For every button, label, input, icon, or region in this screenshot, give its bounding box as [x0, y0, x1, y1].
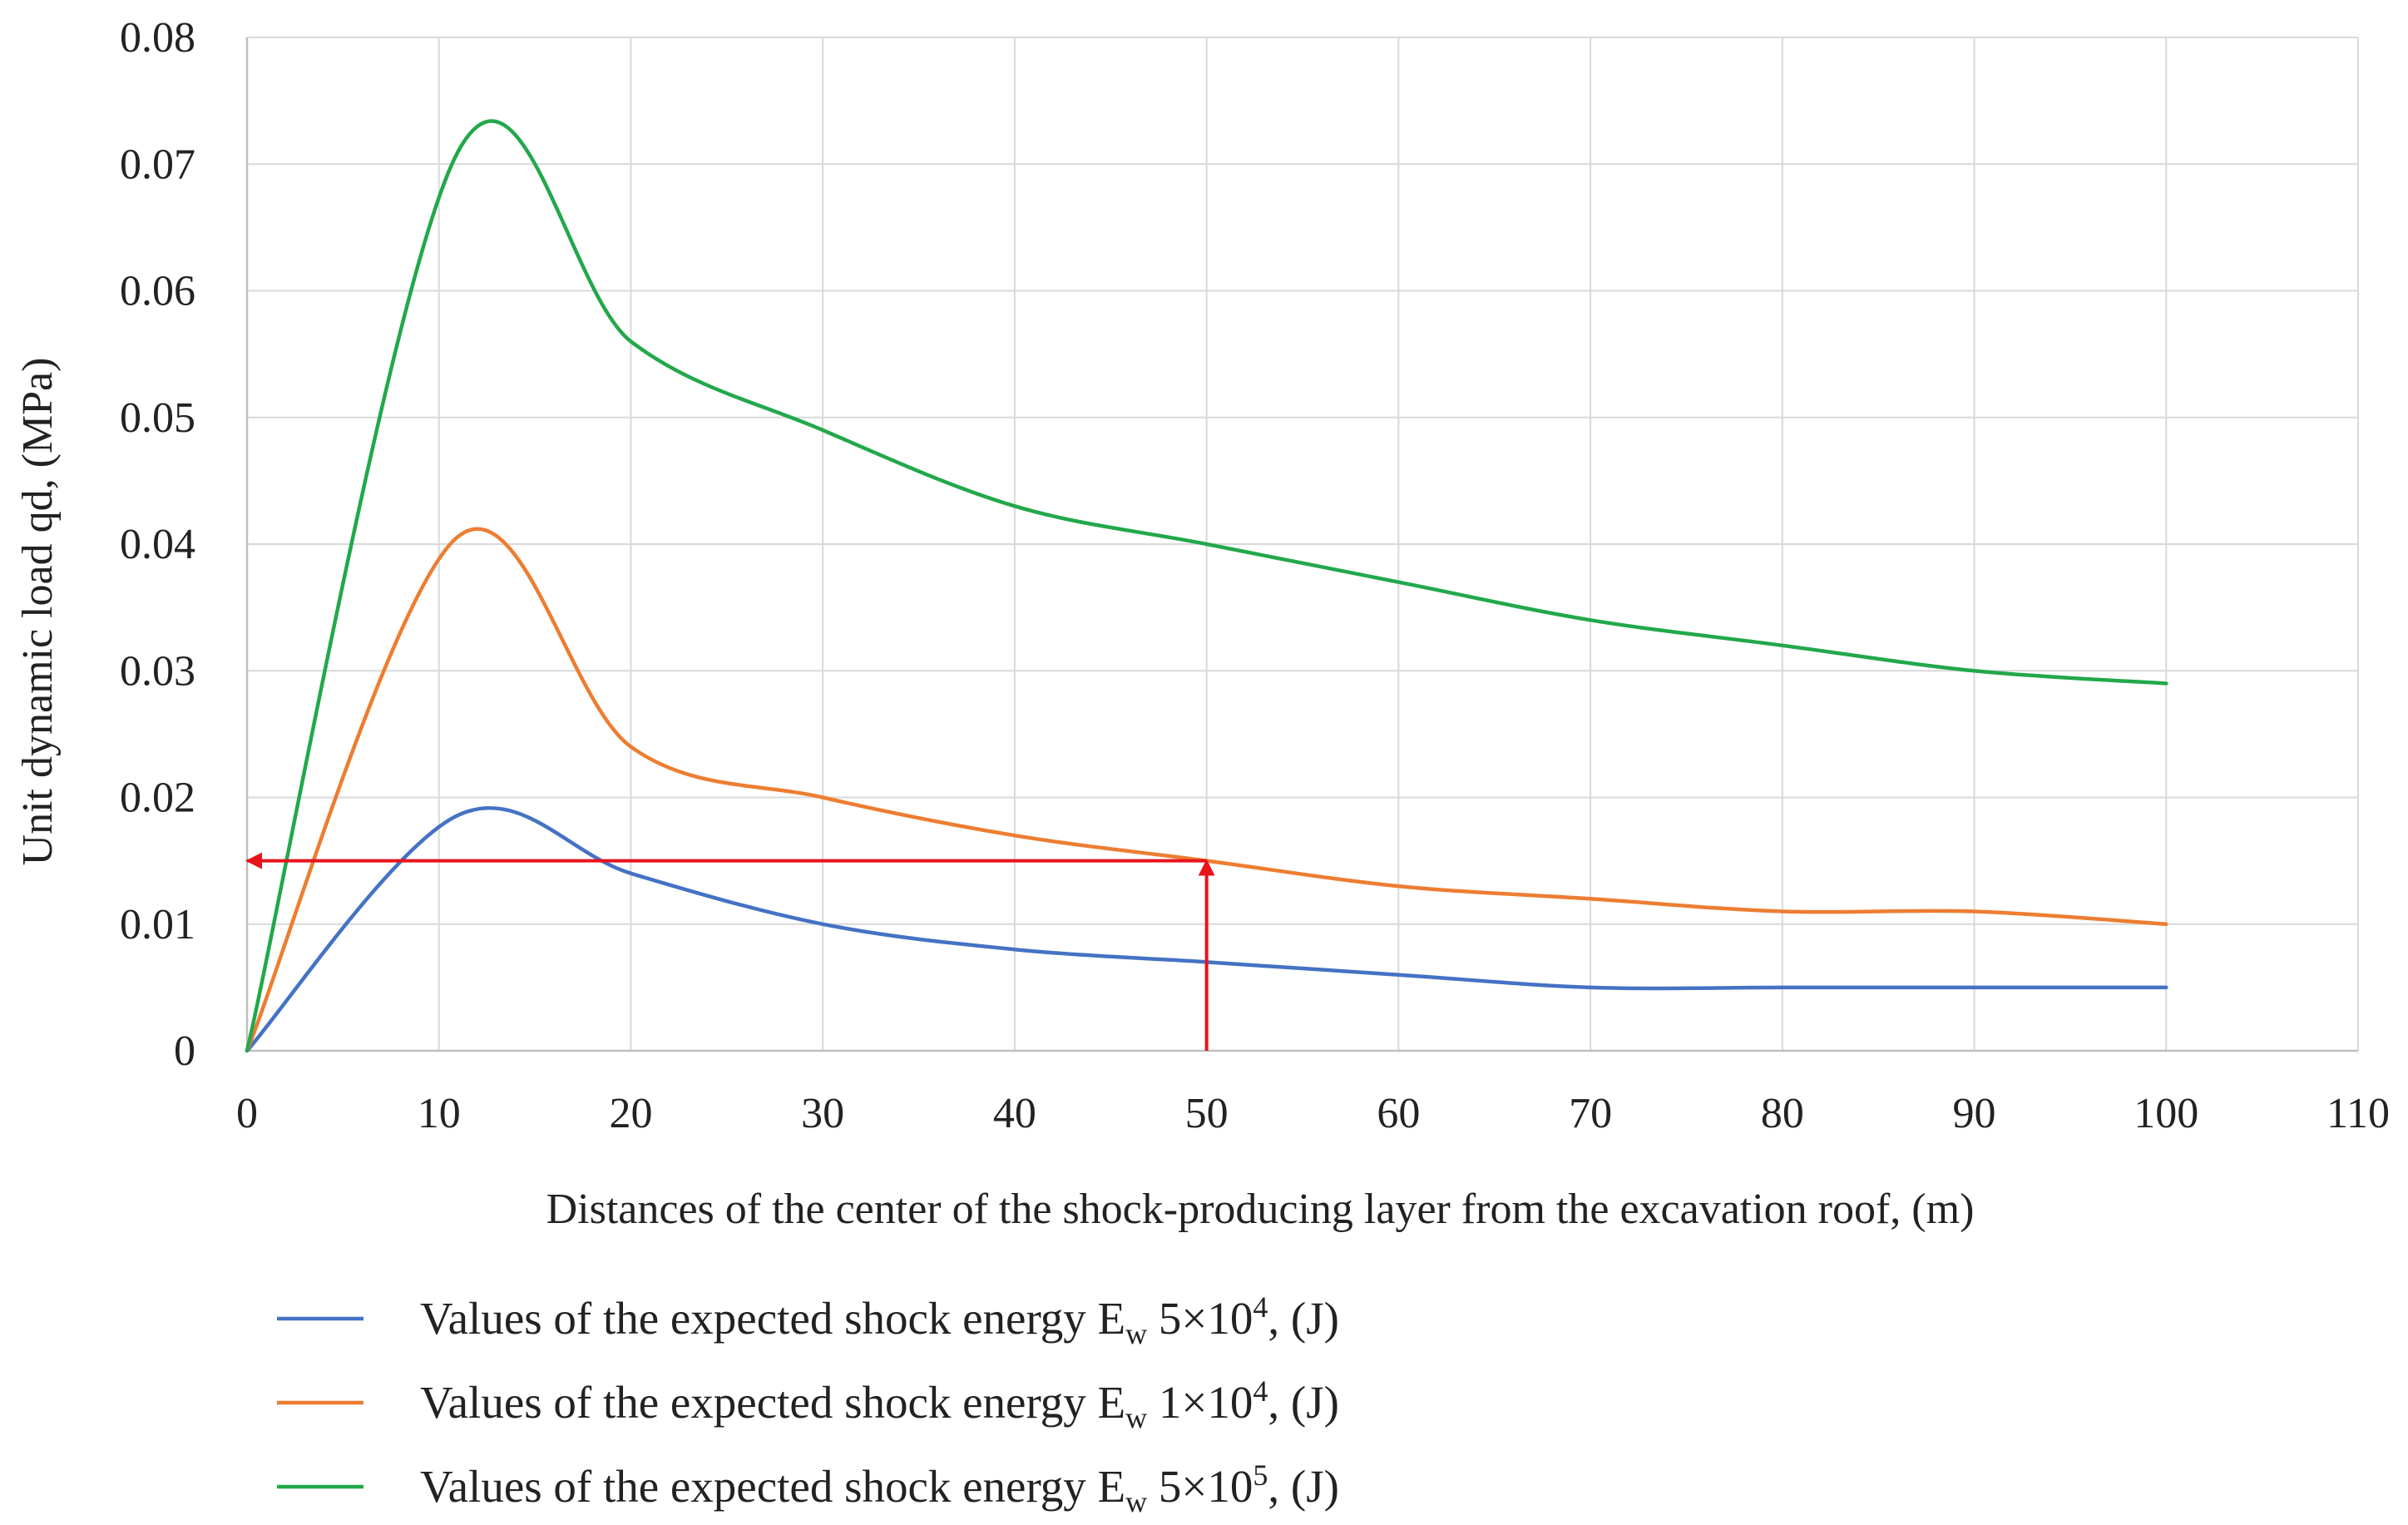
series-line-5e5: [245, 119, 2168, 1053]
series-line-1e4: [245, 527, 2168, 1053]
legend-label-prefix: Values of the expected shock energy E: [420, 1293, 1125, 1344]
legend-label-coefficient: 1×10: [1147, 1377, 1253, 1428]
legend-label-exponent: 4: [1253, 1290, 1268, 1324]
x-axis-title: Distances of the center of the shock-pro…: [546, 1186, 1975, 1233]
legend-item: Values of the expected shock energy Ew 1…: [277, 1374, 1339, 1434]
legend-label-exponent: 4: [1253, 1374, 1268, 1408]
legend: Values of the expected shock energy Ew 5…: [277, 1290, 1339, 1518]
x-tick-label: 50: [1185, 1090, 1229, 1137]
legend-label-subscript: w: [1125, 1485, 1147, 1518]
x-tick-label: 30: [801, 1090, 844, 1137]
legend-label: Values of the expected shock energy Ew 1…: [420, 1374, 1339, 1434]
y-tick-label: 0.03: [120, 647, 195, 695]
legend-label-suffix: , (J): [1268, 1377, 1339, 1428]
y-tick-label: 0: [174, 1027, 195, 1075]
y-tick-label: 0.04: [120, 521, 195, 568]
legend-label-prefix: Values of the expected shock energy E: [420, 1461, 1125, 1512]
legend-label-suffix: , (J): [1268, 1461, 1339, 1512]
legend-label: Values of the expected shock energy Ew 5…: [420, 1458, 1339, 1518]
x-tick-label: 90: [1953, 1090, 1996, 1137]
legend-label: Values of the expected shock energy Ew 5…: [420, 1290, 1339, 1350]
x-tick-label: 110: [2326, 1090, 2390, 1137]
legend-label-coefficient: 5×10: [1147, 1461, 1253, 1512]
x-tick-label: 60: [1377, 1090, 1420, 1137]
x-tick-label: 20: [609, 1090, 652, 1137]
x-tick-label: 40: [993, 1090, 1036, 1137]
axes: [245, 37, 2358, 1052]
gridlines: [247, 37, 2359, 1051]
x-tick-label: 10: [418, 1090, 461, 1137]
x-tick-label: 80: [1761, 1090, 1804, 1137]
x-tick-label: 0: [236, 1090, 258, 1137]
y-tick-label: 0.06: [120, 268, 195, 315]
legend-label-prefix: Values of the expected shock energy E: [420, 1377, 1125, 1428]
x-tick-label: 70: [1569, 1090, 1612, 1137]
y-tick-label: 0.01: [120, 901, 195, 948]
y-tick-label: 0.07: [120, 141, 195, 188]
series-line-5e4: [245, 805, 2168, 1053]
legend-item: Values of the expected shock energy Ew 5…: [277, 1290, 1339, 1350]
legend-label-exponent: 5: [1253, 1458, 1268, 1492]
legend-label-suffix: , (J): [1268, 1293, 1339, 1344]
y-axis-title: Unit dynamic load qd, (MPa): [14, 358, 62, 866]
legend-label-coefficient: 5×10: [1147, 1293, 1253, 1344]
tick-labels: 0 10 20 30 40 50 60 70 80 90 100 110 0 0.01 0.02 0.03 0.…: [120, 14, 2390, 1137]
y-tick-label: 0.02: [120, 775, 195, 822]
y-tick-label: 0.08: [120, 14, 195, 62]
x-tick-label: 100: [2134, 1090, 2198, 1137]
series-lines: [245, 119, 2168, 1053]
annotations: [245, 852, 1215, 1051]
y-tick-label: 0.05: [120, 394, 195, 442]
legend-label-subscript: w: [1125, 1401, 1147, 1434]
legend-item: Values of the expected shock energy Ew 5…: [277, 1458, 1339, 1518]
legend-label-subscript: w: [1125, 1317, 1147, 1350]
